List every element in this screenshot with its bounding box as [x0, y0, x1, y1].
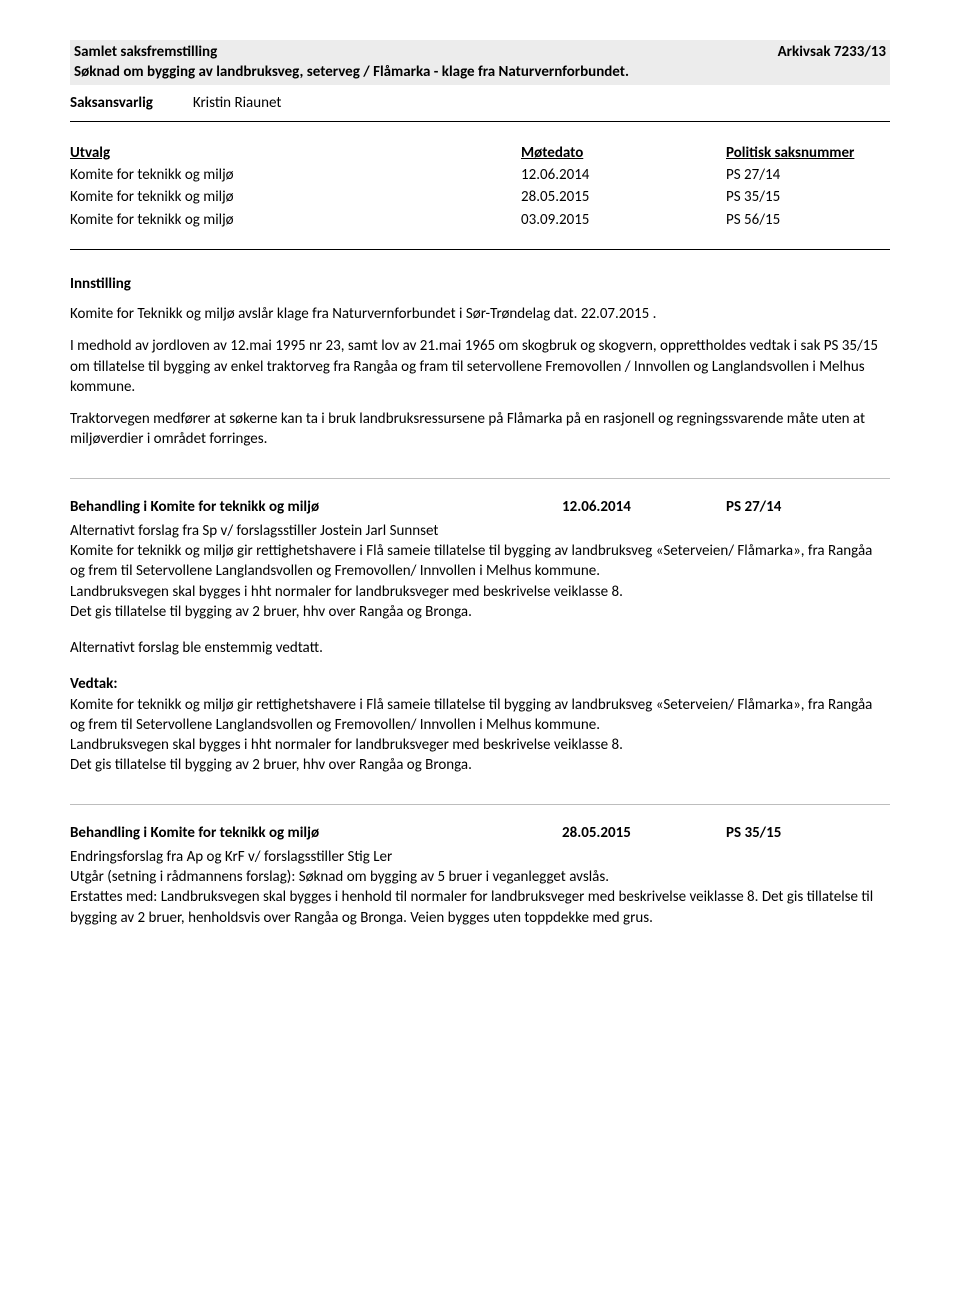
vedtak-label: Vedtak:: [70, 674, 890, 694]
behandling2-p2: Erstattes med: Landbruksvegen skal bygge…: [70, 887, 890, 928]
cell-case: PS 27/14: [726, 164, 890, 186]
behandling1-header: Behandling i Komite for teknikk og miljø…: [70, 497, 890, 517]
cell-date: 12.06.2014: [521, 164, 726, 186]
innstilling-heading: Innstilling: [70, 274, 890, 294]
innstilling-p3: Traktorvegen medfører at søkerne kan ta …: [70, 409, 890, 450]
behandling2-title: Behandling i Komite for teknikk og miljø: [70, 823, 562, 843]
table-row: Komite for teknikk og miljø 28.05.2015 P…: [70, 186, 890, 208]
innstilling-p1: Komite for Teknikk og miljø avslår klage…: [70, 304, 890, 324]
behandling2-p1: Utgår (setning i rådmannens forslag): Sø…: [70, 867, 890, 887]
behandling1-p2: Landbruksvegen skal bygges i hht normale…: [70, 582, 890, 602]
table-row: Komite for teknikk og miljø 03.09.2015 P…: [70, 209, 890, 231]
behandling1-date: 12.06.2014: [562, 497, 726, 517]
behandling2-date: 28.05.2015: [562, 823, 726, 843]
behandling1-alt-vedtatt: Alternativt forslag ble enstemmig vedtat…: [70, 638, 890, 658]
header-title-left: Samlet saksfremstilling: [74, 42, 217, 62]
case-responsible-label: Saksansvarlig: [70, 93, 153, 113]
cell-date: 03.09.2015: [521, 209, 726, 231]
behandling1-alt-line: Alternativt forslag fra Sp v/ forslagsst…: [70, 521, 890, 541]
divider: [70, 804, 890, 805]
behandling2-header: Behandling i Komite for teknikk og miljø…: [70, 823, 890, 843]
case-responsible-row: Saksansvarlig Kristin Riaunet: [70, 93, 890, 113]
case-responsible-value: Kristin Riaunet: [193, 93, 282, 113]
cell-case: PS 56/15: [726, 209, 890, 231]
cell-utvalg: Komite for teknikk og miljø: [70, 186, 521, 208]
behandling1-case: PS 27/14: [726, 497, 890, 517]
behandling1-title: Behandling i Komite for teknikk og miljø: [70, 497, 562, 517]
table-row: Komite for teknikk og miljø 12.06.2014 P…: [70, 164, 890, 186]
cell-case: PS 35/15: [726, 186, 890, 208]
committee-table: Utvalg Møtedato Politisk saksnummer Komi…: [70, 142, 890, 231]
behandling2-endr-line: Endringsforslag fra Ap og KrF v/ forslag…: [70, 847, 890, 867]
header-block: Samlet saksfremstilling Arkivsak 7233/13…: [70, 40, 890, 85]
behandling1-body: Alternativt forslag fra Sp v/ forslagsst…: [70, 521, 890, 622]
innstilling-p2: I medhold av jordloven av 12.mai 1995 nr…: [70, 336, 890, 397]
header-title-row: Samlet saksfremstilling Arkivsak 7233/13: [74, 42, 886, 62]
col-header-case: Politisk saksnummer: [726, 142, 890, 164]
behandling1-p1: Komite for teknikk og miljø gir rettighe…: [70, 541, 890, 582]
cell-utvalg: Komite for teknikk og miljø: [70, 209, 521, 231]
table-header-row: Utvalg Møtedato Politisk saksnummer: [70, 142, 890, 164]
vedtak-p3: Det gis tillatelse til bygging av 2 brue…: [70, 755, 890, 775]
divider: [70, 249, 890, 250]
behandling2-case: PS 35/15: [726, 823, 890, 843]
header-subtitle: Søknad om bygging av landbruksveg, seter…: [74, 62, 886, 82]
behandling1-p3: Det gis tillatelse til bygging av 2 brue…: [70, 602, 890, 622]
cell-utvalg: Komite for teknikk og miljø: [70, 164, 521, 186]
col-header-utvalg: Utvalg: [70, 142, 521, 164]
vedtak-p2: Landbruksvegen skal bygges i hht normale…: [70, 735, 890, 755]
cell-date: 28.05.2015: [521, 186, 726, 208]
document-page: Samlet saksfremstilling Arkivsak 7233/13…: [0, 0, 960, 968]
divider: [70, 121, 890, 122]
divider: [70, 478, 890, 479]
col-header-date: Møtedato: [521, 142, 726, 164]
behandling2-body: Endringsforslag fra Ap og KrF v/ forslag…: [70, 847, 890, 928]
vedtak-p1: Komite for teknikk og miljø gir rettighe…: [70, 695, 890, 736]
header-title-right: Arkivsak 7233/13: [778, 42, 886, 62]
